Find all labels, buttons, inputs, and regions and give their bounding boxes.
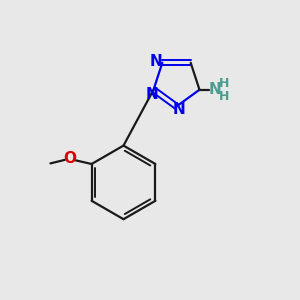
Text: H: H (218, 77, 229, 90)
Text: N: N (149, 54, 162, 69)
Text: O: O (63, 151, 76, 166)
Text: H: H (218, 90, 229, 103)
Text: N: N (173, 103, 186, 118)
Text: N: N (146, 87, 158, 102)
Text: N: N (208, 82, 221, 97)
